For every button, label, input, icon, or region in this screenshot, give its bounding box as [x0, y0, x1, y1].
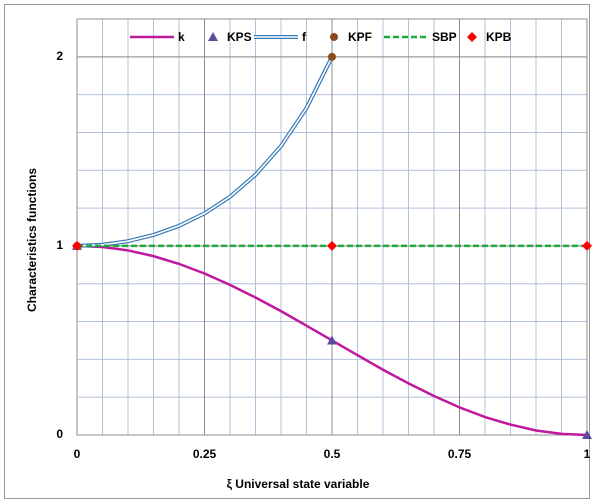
x-tick-label: 0 — [74, 447, 81, 461]
legend-label: KPF — [348, 30, 372, 44]
marker — [72, 240, 82, 251]
x-tick-label: 0.5 — [324, 447, 341, 461]
series-line — [76, 56, 333, 247]
marker — [327, 240, 337, 251]
marker — [582, 430, 592, 439]
plot-border — [76, 18, 588, 436]
marker — [327, 335, 337, 345]
marker — [328, 52, 336, 61]
marker — [330, 33, 338, 41]
x-tick-label: 0.25 — [193, 447, 217, 461]
legend-label: k — [178, 30, 185, 44]
legend-label: SBP — [432, 30, 457, 44]
y-tick-label: 2 — [56, 49, 63, 63]
x-tick-label: 1 — [584, 447, 591, 461]
y-tick-label: 1 — [56, 238, 63, 252]
y-axis-label: Characteristics functions — [25, 168, 39, 312]
x-tick-label: 0.75 — [448, 447, 472, 461]
x-axis-label: ξ Universal state variable — [227, 477, 370, 491]
chart-border — [4, 4, 590, 499]
marker — [208, 32, 218, 41]
legend-label: KPB — [486, 30, 512, 44]
marker — [582, 240, 592, 251]
legend-label: KPS — [227, 30, 252, 44]
y-tick-label: 0 — [56, 427, 63, 441]
marker — [467, 32, 477, 42]
legend-label: f — [302, 30, 307, 44]
